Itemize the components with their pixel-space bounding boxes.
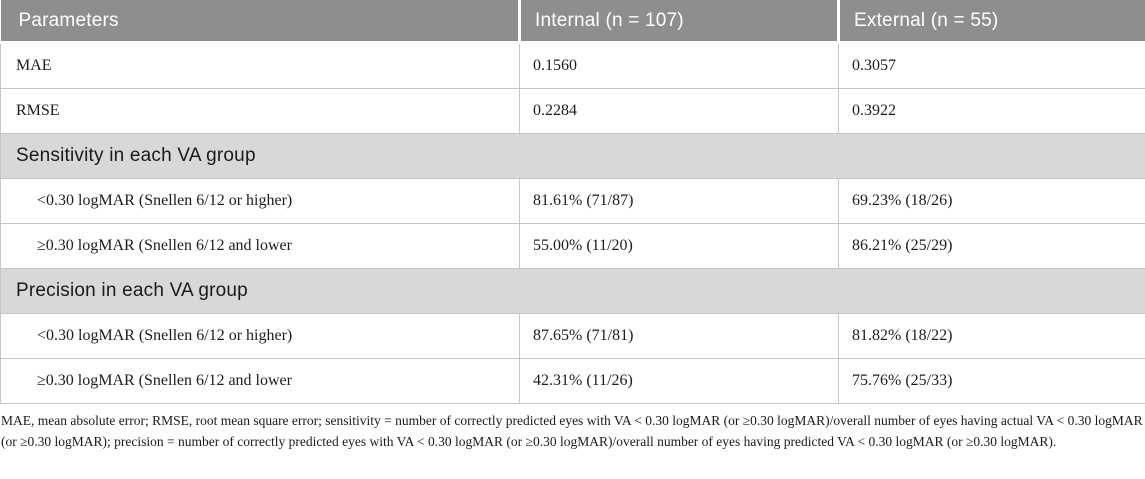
external-value: 0.3057 [838, 42, 1145, 89]
external-value: 86.21% (25/29) [838, 223, 1145, 269]
section-header-row: Precision in each VA group [0, 268, 1145, 314]
table-row: ≥0.30 logMAR (Snellen 6/12 and lower 55.0… [0, 223, 1145, 269]
external-value: 69.23% (18/26) [838, 178, 1145, 224]
column-header-external: External (n = 55) [837, 0, 1145, 44]
table-header-row: Parameters Internal (n = 107) External (… [0, 0, 1145, 44]
internal-value: 42.31% (11/26) [519, 358, 839, 404]
section-header-label: Precision in each VA group [0, 268, 1145, 314]
section-header-row: Sensitivity in each VA group [0, 133, 1145, 179]
table-row: <0.30 logMAR (Snellen 6/12 or higher) 87.… [0, 313, 1145, 359]
external-value: 81.82% (18/22) [838, 313, 1145, 359]
table-figure: Parameters Internal (n = 107) External (… [0, 0, 1145, 449]
internal-value: 55.00% (11/20) [519, 223, 839, 269]
external-value: 0.3922 [838, 88, 1145, 134]
internal-value: 81.61% (71/87) [519, 178, 839, 224]
row-label: <0.30 logMAR (Snellen 6/12 or higher) [0, 178, 520, 224]
external-value: 75.76% (25/33) [838, 358, 1145, 404]
row-label: RMSE [0, 88, 520, 134]
internal-value: 0.1560 [519, 42, 839, 89]
column-header-parameters: Parameters [0, 0, 520, 44]
table-footnote: MAE, mean absolute error; RMSE, root mea… [1, 413, 1143, 449]
section-header-label: Sensitivity in each VA group [0, 133, 1145, 179]
table-row: ≥0.30 logMAR (Snellen 6/12 and lower 42.3… [0, 358, 1145, 404]
row-label: <0.30 logMAR (Snellen 6/12 or higher) [0, 313, 520, 359]
row-label: ≥0.30 logMAR (Snellen 6/12 and lower [0, 223, 520, 269]
internal-value: 0.2284 [519, 88, 839, 134]
row-label: ≥0.30 logMAR (Snellen 6/12 and lower [0, 358, 520, 404]
table-row: <0.30 logMAR (Snellen 6/12 or higher) 81.… [0, 178, 1145, 224]
row-label: MAE [0, 42, 520, 89]
table-row: MAE 0.1560 0.3057 [0, 42, 1145, 89]
results-table: Parameters Internal (n = 107) External (… [0, 0, 1145, 404]
table-row: RMSE 0.2284 0.3922 [0, 88, 1145, 134]
column-header-internal: Internal (n = 107) [518, 0, 839, 44]
internal-value: 87.65% (71/81) [519, 313, 839, 359]
